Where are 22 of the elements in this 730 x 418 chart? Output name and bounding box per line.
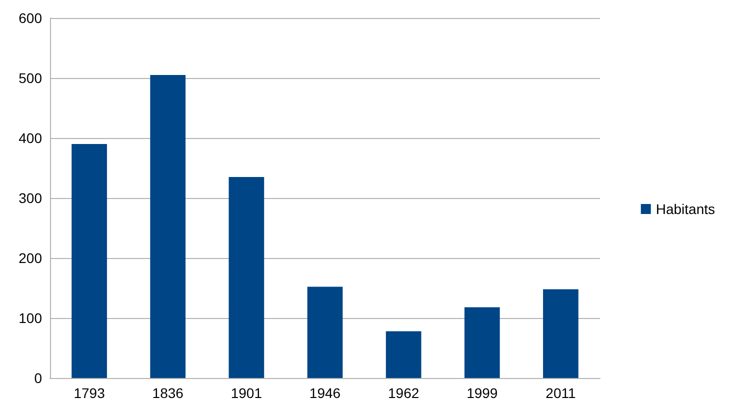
bar — [228, 177, 264, 378]
x-tick-label: 1793 — [74, 385, 106, 401]
y-tick-label: 400 — [18, 130, 42, 146]
bar — [386, 331, 422, 378]
bar — [464, 307, 500, 378]
x-tick-label: 1962 — [388, 385, 420, 401]
y-tick-label: 0 — [34, 370, 42, 386]
bar — [150, 75, 186, 378]
y-tick-label: 500 — [18, 70, 42, 86]
x-tick-label: 1946 — [309, 385, 341, 401]
bar — [543, 289, 578, 378]
x-tick-label: 1999 — [466, 385, 498, 401]
bar — [307, 286, 343, 378]
y-tick-label: 200 — [18, 250, 42, 266]
y-tick-label: 600 — [18, 10, 42, 26]
y-tick-label: 300 — [18, 190, 42, 206]
x-tick-label: 2011 — [546, 385, 576, 401]
legend-label: Habitants — [656, 201, 716, 217]
y-tick-label: 100 — [18, 310, 42, 326]
x-tick-label: 1836 — [152, 385, 184, 401]
bar — [72, 144, 107, 378]
x-tick-label: 1901 — [230, 385, 262, 401]
